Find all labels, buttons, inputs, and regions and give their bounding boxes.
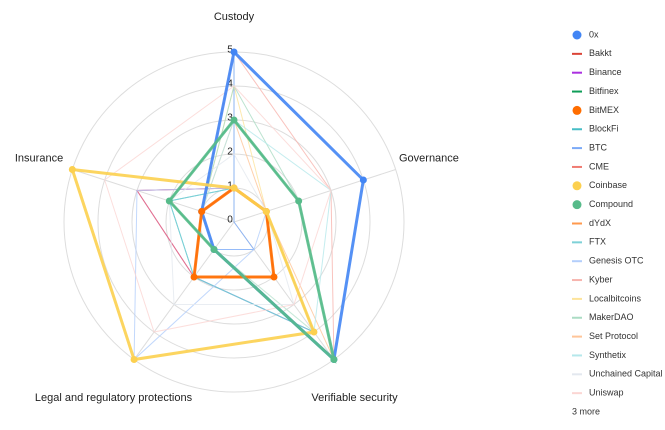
- point: [210, 246, 218, 254]
- legend-label: Kyber: [589, 274, 613, 284]
- spoke: [133, 221, 235, 360]
- legend-marker: [572, 30, 582, 40]
- legend-label: Uniswap: [589, 388, 624, 398]
- legend-label: Localbitcoins: [589, 293, 642, 303]
- series-line: [201, 50, 335, 361]
- legend-label: Coinbase: [589, 180, 627, 190]
- spoke: [72, 168, 235, 223]
- legend-marker: [572, 200, 582, 210]
- axis-label: Insurance: [15, 153, 63, 165]
- legend-label: MakerDAO: [589, 312, 634, 322]
- point: [190, 273, 198, 281]
- legend-label: BitMEX: [589, 105, 619, 115]
- legend-label: Bitfinex: [589, 86, 619, 96]
- axis-label: Custody: [214, 11, 255, 23]
- series-line: [104, 85, 332, 333]
- legend-marker: [572, 105, 582, 115]
- series-line: [167, 117, 337, 364]
- legend-label: Set Protocol: [589, 331, 638, 341]
- series-line: [168, 187, 315, 333]
- legend-marker: [572, 181, 582, 191]
- legend: 0x Bakkt Binance Bitfinex BitMEX BlockFi BTC CM…: [572, 29, 663, 417]
- legend-label: BTC: [589, 142, 608, 152]
- point: [130, 356, 138, 364]
- r-tick-label: 5: [227, 45, 233, 56]
- legend-label: FTX: [589, 237, 606, 247]
- axis-label: Verifiable security: [311, 392, 398, 404]
- legend-label: Unchained Capital: [589, 369, 663, 379]
- legend-label: Bakkt: [589, 48, 612, 58]
- r-tick-label: 2: [227, 147, 233, 158]
- point: [198, 207, 206, 215]
- legend-label: CME: [589, 161, 609, 171]
- r-tick-label: 3: [227, 113, 233, 124]
- point: [310, 328, 318, 336]
- series-line: [168, 153, 295, 306]
- legend-label: Synthetix: [589, 350, 627, 360]
- point: [68, 165, 76, 173]
- point: [330, 356, 338, 364]
- series-line: [201, 119, 332, 333]
- axis-label: Legal and regulatory protections: [35, 392, 193, 404]
- series-line: [168, 187, 315, 333]
- r-tick-label: 4: [227, 79, 233, 90]
- spoke: [233, 168, 396, 223]
- point: [359, 176, 367, 184]
- point: [230, 184, 238, 192]
- legend-label: Compound: [589, 199, 633, 209]
- series-line: [70, 167, 317, 362]
- point: [270, 273, 278, 281]
- legend-label: BlockFi: [589, 124, 619, 134]
- legend-label: 0x: [589, 29, 599, 39]
- axis-label: Governance: [399, 153, 459, 165]
- point: [230, 48, 238, 56]
- legend-label: Binance: [589, 67, 622, 77]
- point: [295, 197, 303, 205]
- r-tick-label: 0: [227, 215, 233, 226]
- point: [165, 197, 173, 205]
- point: [262, 207, 270, 215]
- legend-more: 3 more: [572, 407, 600, 417]
- legend-label: Genesis OTC: [589, 256, 644, 266]
- point: [230, 116, 238, 124]
- legend-label: dYdX: [589, 218, 611, 228]
